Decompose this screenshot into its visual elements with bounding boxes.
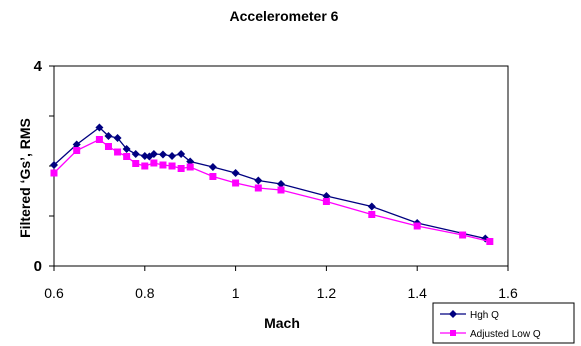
data-point xyxy=(486,238,494,245)
legend: Hgh Q Adjusted Low Q xyxy=(432,302,575,344)
data-point xyxy=(232,179,240,187)
data-point xyxy=(231,169,240,177)
data-point xyxy=(50,169,58,177)
data-point xyxy=(50,161,58,169)
x-axis: 0.6 0.8 1 1.2 1.4 1.6 xyxy=(44,266,518,301)
data-point xyxy=(413,222,421,230)
data-point xyxy=(141,162,149,170)
data-point xyxy=(104,132,113,140)
x-tick-label: 1.4 xyxy=(407,285,427,301)
y-axis: 04 xyxy=(34,58,54,275)
x-axis-label: Mach xyxy=(264,315,300,331)
data-point xyxy=(114,148,122,156)
series-line-0 xyxy=(53,126,486,240)
data-point xyxy=(367,202,376,211)
x-tick-label: 1 xyxy=(232,285,240,301)
data-point xyxy=(209,173,217,180)
legend-marker-high-q xyxy=(449,310,457,318)
series-layer xyxy=(50,123,494,245)
y-tick-label: 4 xyxy=(34,58,43,75)
data-point xyxy=(150,159,158,167)
data-point xyxy=(177,150,186,158)
data-point xyxy=(168,162,176,170)
data-point xyxy=(368,211,376,218)
data-point xyxy=(208,163,217,171)
data-point xyxy=(113,134,122,142)
data-point xyxy=(104,143,112,150)
legend-label-adjusted-low-q: Adjusted Low Q xyxy=(470,329,541,340)
data-point xyxy=(73,147,81,154)
series-line-1 xyxy=(53,138,490,243)
plot-area xyxy=(53,65,509,267)
data-point xyxy=(95,136,103,143)
data-point xyxy=(254,184,262,192)
legend-marker-adjusted-low-q xyxy=(450,330,456,336)
legend-box xyxy=(432,302,575,344)
data-point xyxy=(459,231,467,239)
y-tick-label: 0 xyxy=(34,258,42,275)
x-tick-label: 0.6 xyxy=(44,285,64,301)
data-point xyxy=(186,163,194,171)
data-point xyxy=(168,152,177,160)
data-point xyxy=(277,186,285,194)
data-point xyxy=(177,165,185,172)
chart-title: Accelerometer 6 xyxy=(230,8,339,24)
data-point xyxy=(123,153,131,160)
x-tick-label: 0.8 xyxy=(135,285,155,301)
data-point xyxy=(277,180,285,188)
data-point xyxy=(322,198,330,205)
data-point xyxy=(159,161,167,169)
data-point xyxy=(132,160,140,167)
data-point xyxy=(95,123,104,132)
data-point xyxy=(149,150,158,158)
data-point xyxy=(254,176,263,185)
data-point xyxy=(131,150,140,158)
data-point xyxy=(158,150,167,159)
plot-frame xyxy=(53,65,509,267)
data-point xyxy=(72,140,81,149)
y-axis-label: Filtered ‘Gs’, RMS xyxy=(17,118,33,238)
data-point xyxy=(122,145,131,153)
data-point xyxy=(140,152,149,160)
legend-label-high-q: Hgh Q xyxy=(470,310,499,321)
x-tick-label: 1.6 xyxy=(498,285,518,301)
x-tick-label: 1.2 xyxy=(317,285,337,301)
